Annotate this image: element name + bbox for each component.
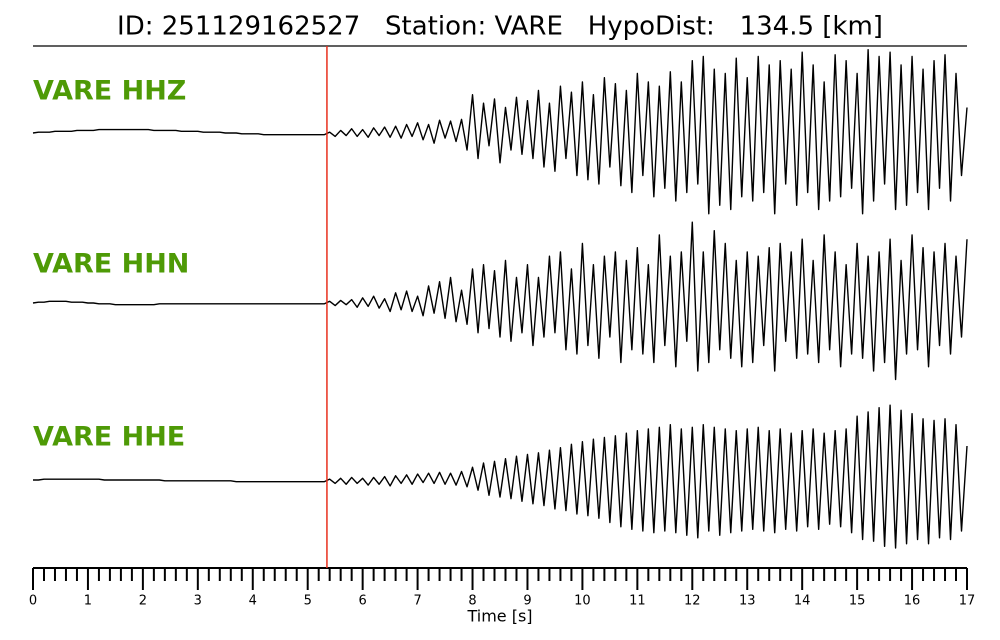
x-tick-label: 10 [574,594,591,609]
waveform [32,221,968,381]
x-tick-label: 17 [959,594,976,609]
x-tick-label: 16 [904,594,921,609]
x-tick-label: 5 [304,594,312,609]
waveform [33,404,968,549]
waveform [32,49,968,215]
x-tick-label: 4 [249,594,257,609]
x-tick-label: 8 [468,594,476,609]
trace-label: VARE HHE [33,422,185,453]
x-tick-label: 15 [849,594,866,609]
x-axis-label: Time [s] [466,607,532,626]
x-tick-label: 7 [413,594,421,609]
trace-label: VARE HHZ [33,76,186,107]
x-tick-label: 12 [684,594,701,609]
x-tick-label: 3 [194,594,202,609]
x-tick-label: 9 [523,594,531,609]
x-tick-label: 0 [29,594,37,609]
trace-label: VARE HHN [33,249,189,280]
x-tick-label: 6 [359,594,367,609]
x-tick-label: 1 [84,594,92,609]
x-tick-label: 14 [794,594,811,609]
x-tick-label: 2 [139,594,147,609]
x-tick-label: 11 [629,594,646,609]
chart-title: ID: 251129162527 Station: VARE HypoDist:… [117,12,883,42]
x-tick-label: 13 [739,594,756,609]
